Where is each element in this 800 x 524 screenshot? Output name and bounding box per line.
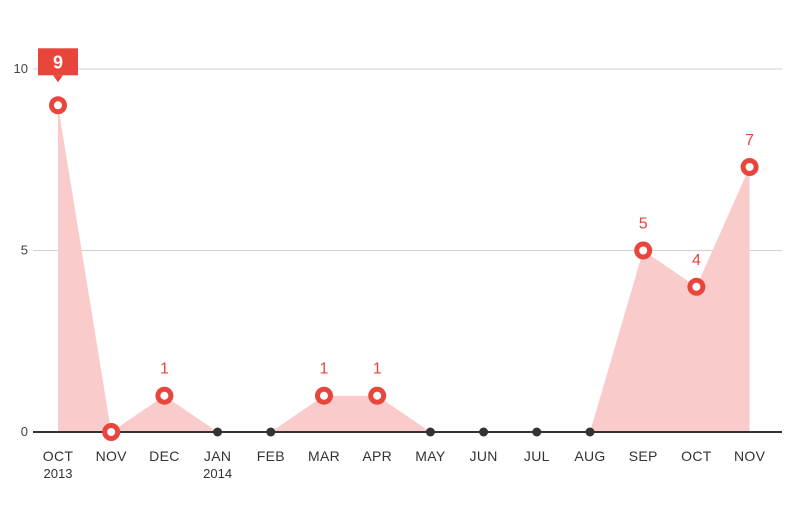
data-label: 1 [320,361,329,378]
x-tick-label: NOV [96,448,128,464]
highlight-badge-pointer [53,75,63,83]
y-tick-label: 10 [14,61,28,76]
data-point-marker-center [639,246,648,255]
data-point-marker-center [320,391,328,400]
x-tick-sublabel: 2013 [44,466,73,481]
x-tick-label: MAR [308,448,340,464]
zero-point-marker [585,427,595,437]
data-point-marker-center [745,163,754,172]
y-tick-label: 5 [21,243,28,258]
x-tick-label: JAN [204,448,231,464]
data-point-marker-center [107,428,116,436]
x-tick-label: OCT [43,448,74,464]
x-tick-label: JUL [524,448,550,464]
data-point-marker-center [160,391,169,400]
x-tick-label: DEC [149,448,179,464]
zero-point-marker [479,427,489,437]
zero-point-marker [532,427,542,437]
x-tick-label: MAY [415,448,446,464]
highlight-badge [38,48,78,76]
x-tick-label: JUN [470,448,498,464]
x-tick-label: OCT [681,448,712,464]
x-tick-label: FEB [257,448,285,464]
area-series [58,105,750,433]
x-tick-label: AUG [574,448,605,464]
zero-point-marker [213,427,223,437]
data-label: 9 [53,52,63,72]
data-point-marker-center [54,101,62,110]
data-point-marker-center [692,282,701,291]
zero-point-marker [266,427,276,437]
data-point-marker-center [373,391,382,400]
x-tick-label: NOV [734,448,766,464]
zero-point-marker [425,427,435,437]
data-label: 1 [160,361,169,378]
data-label: 4 [692,252,701,269]
data-label: 5 [639,216,648,233]
x-tick-label: SEP [629,448,658,464]
y-tick-label: 0 [21,424,28,439]
data-label: 1 [373,361,382,378]
data-label: 7 [745,132,754,149]
x-tick-sublabel: 2014 [203,466,232,481]
x-tick-label: APR [362,448,392,464]
